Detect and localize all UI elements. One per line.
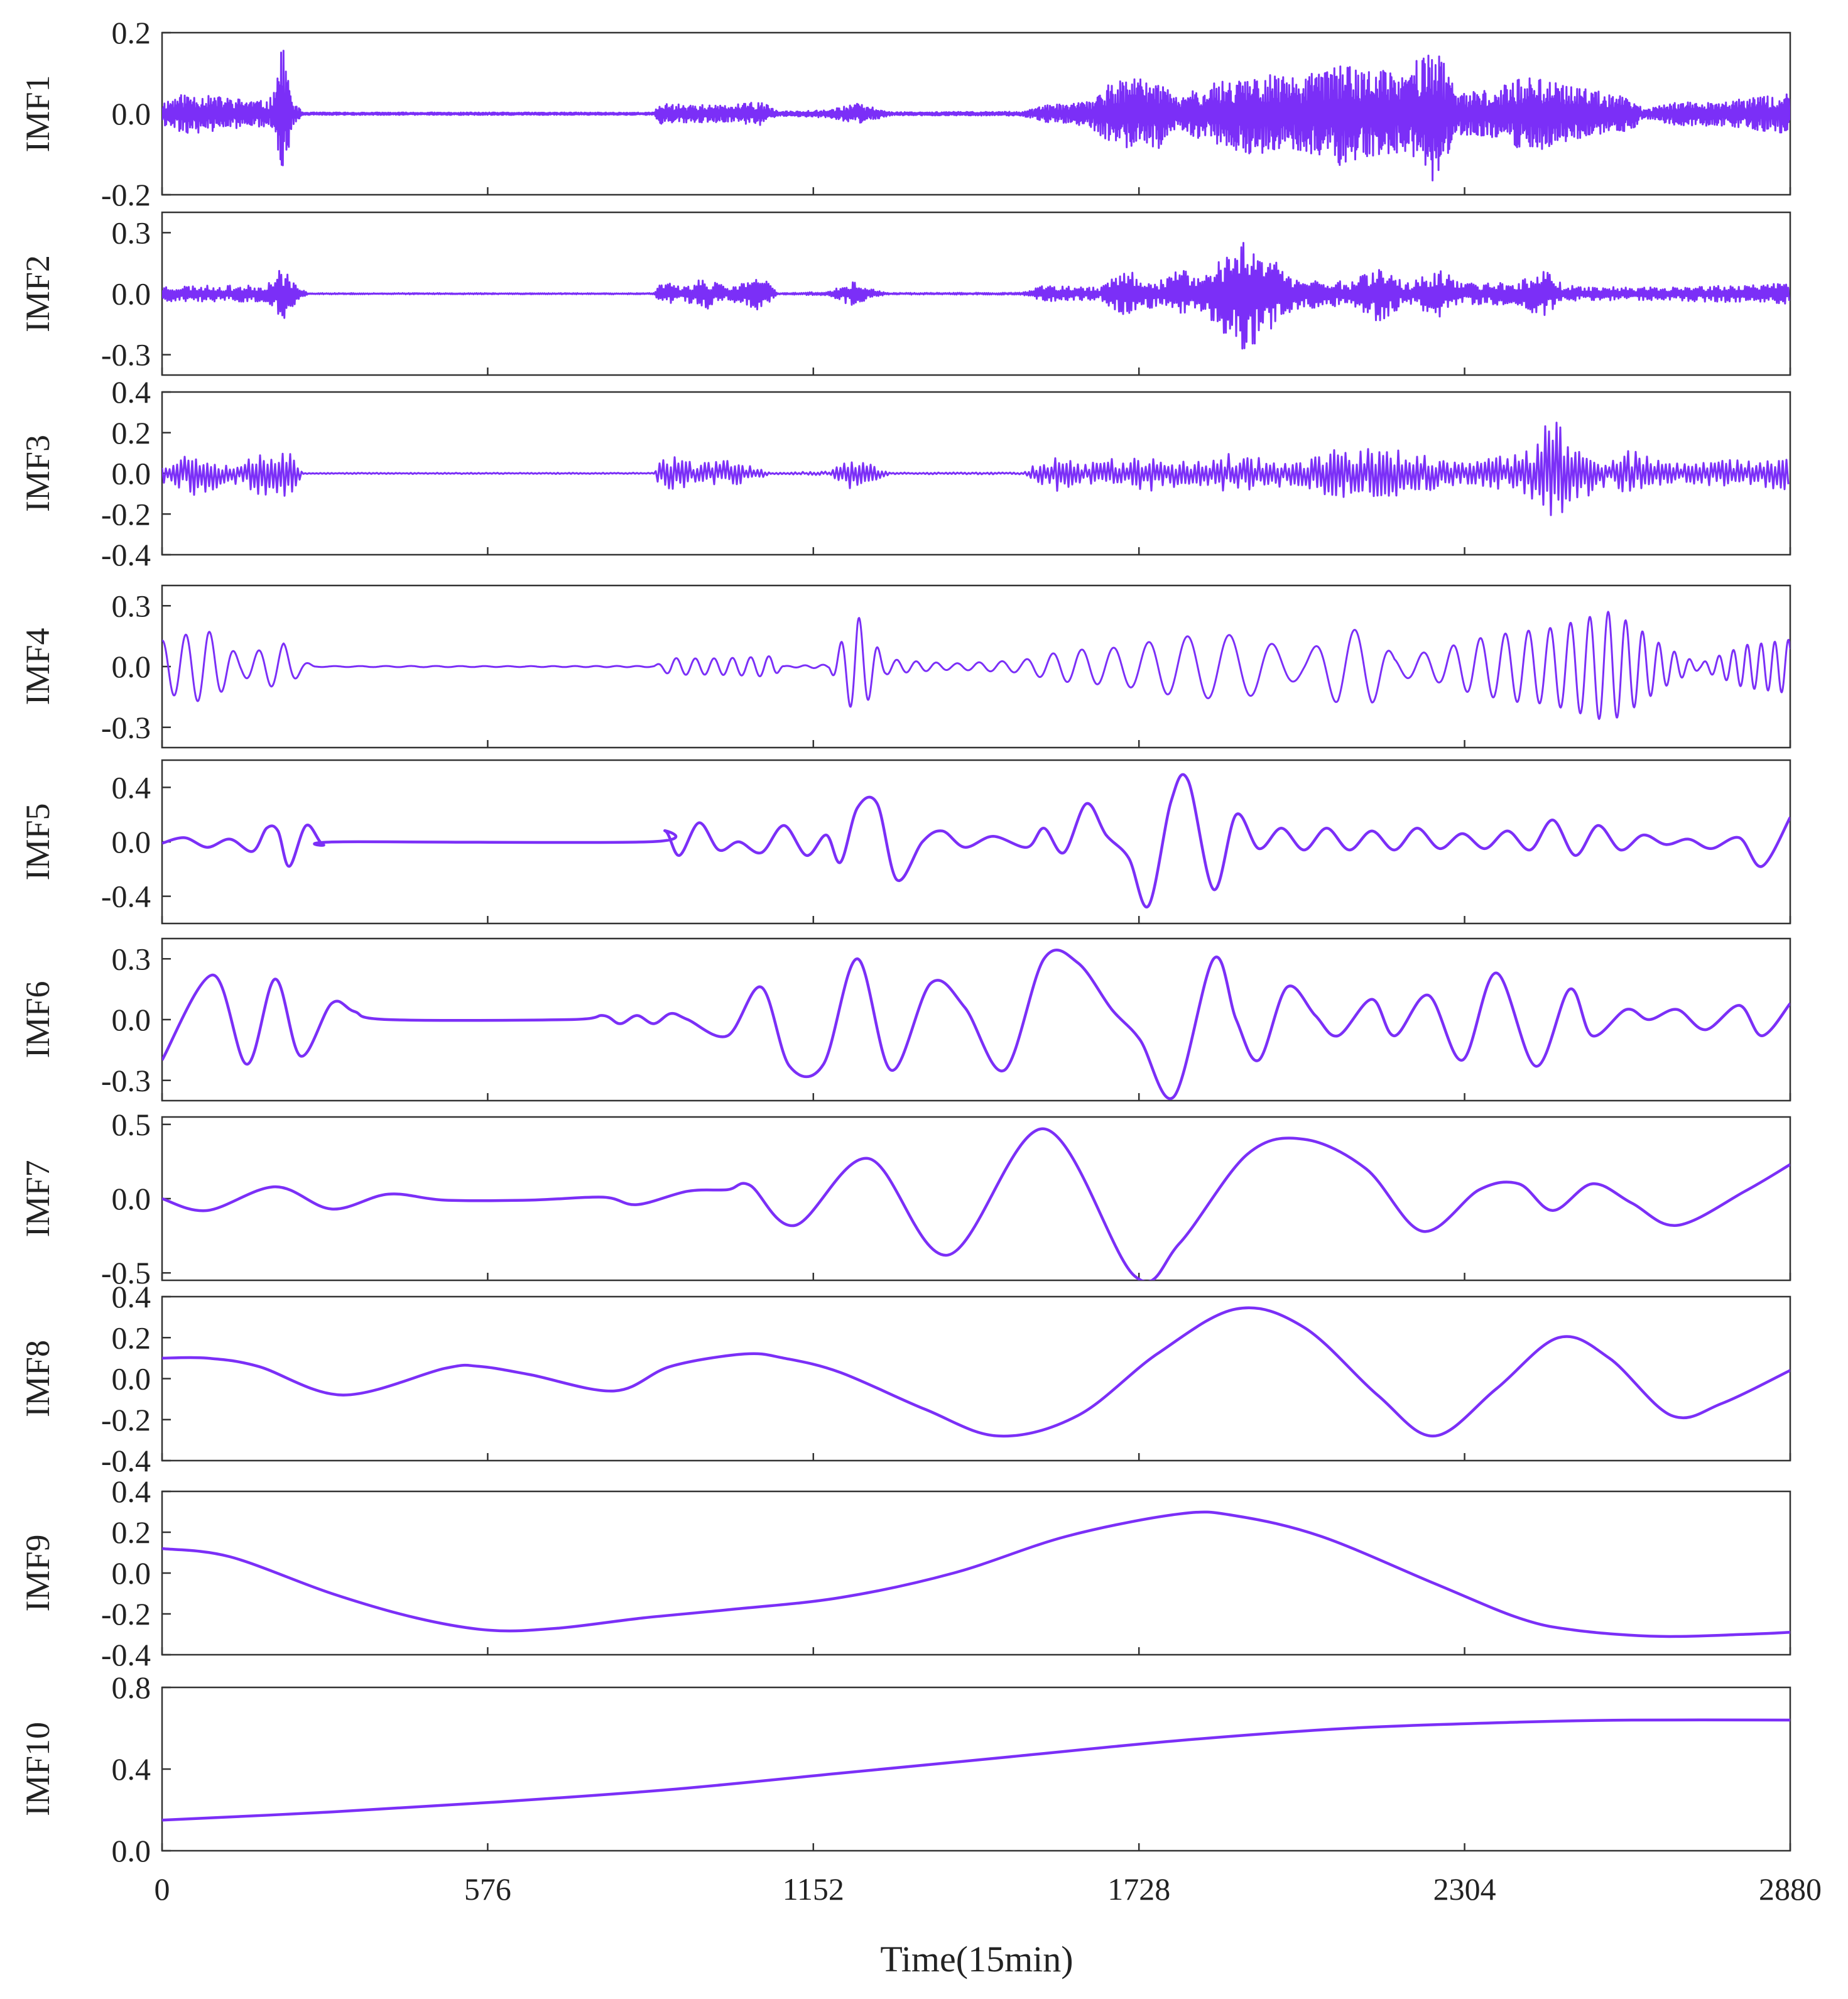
y-tick-label: 0.3 <box>112 215 151 250</box>
panel-ylabel: IMF1 <box>19 75 57 152</box>
x-tick-label: 2880 <box>1759 1871 1822 1907</box>
y-tick-label: -0.2 <box>101 1596 151 1631</box>
panel-imf2: 0.3 0.0 -0.3 IMF2 <box>19 211 1791 376</box>
y-tick-label: -0.4 <box>101 537 151 572</box>
series-line-imf6 <box>162 949 1790 1100</box>
y-tick-label: 0.0 <box>112 1002 151 1037</box>
panel-imf8: 0.4 0.2 0.0 -0.2 -0.4 IMF8 <box>19 1279 1791 1478</box>
x-tick-label: 0 <box>155 1871 170 1907</box>
panel-ylabel: IMF10 <box>19 1722 57 1816</box>
y-tick-label: 0.0 <box>112 1181 151 1216</box>
panel-ylabel: IMF6 <box>19 981 57 1058</box>
y-tick-label: 0.3 <box>112 941 151 976</box>
y-tick-label: 0.2 <box>112 15 151 50</box>
y-tick-label: 0.0 <box>112 824 151 859</box>
y-tick-label: -0.2 <box>101 177 151 212</box>
y-tick-label: 0.2 <box>112 1320 151 1355</box>
y-tick-label: -0.3 <box>101 1063 151 1098</box>
panel-imf7: 0.5 0.0 -0.5 IMF7 <box>19 1107 1791 1290</box>
x-axis: 0 576 1152 1728 2304 2880 <box>155 1871 1822 1907</box>
panel-imf1: 0.2 0.0 -0.2 IMF1 <box>19 15 1791 212</box>
panel-imf6: 0.3 0.0 -0.3 IMF6 <box>19 937 1791 1102</box>
panel-ylabel: IMF3 <box>19 435 57 512</box>
panel-imf4: 0.3 0.0 -0.3 IMF4 <box>19 584 1791 749</box>
x-axis-title: Time(15min) <box>880 1939 1073 1980</box>
y-tick-label: -0.2 <box>101 496 151 531</box>
y-tick-label: -0.4 <box>101 1443 151 1478</box>
series-line-imf8 <box>162 1306 1790 1438</box>
y-tick-label: 0.2 <box>112 415 151 450</box>
y-tick-label: 0.4 <box>112 1474 151 1509</box>
y-tick-label: -0.4 <box>101 879 151 914</box>
y-tick-label: 0.4 <box>112 1751 151 1787</box>
x-tick-label: 1152 <box>783 1871 844 1907</box>
series-line-imf9 <box>162 1510 1790 1638</box>
y-tick-label: 0.0 <box>112 276 151 312</box>
panel-ylabel: IMF9 <box>19 1534 57 1611</box>
y-tick-label: 0.4 <box>112 374 151 410</box>
y-tick-label: 0.3 <box>112 588 151 623</box>
y-tick-label: 0.8 <box>112 1670 151 1705</box>
y-tick-label: 0.0 <box>112 96 151 131</box>
panel-imf9: 0.4 0.2 0.0 -0.2 -0.4 IMF9 <box>19 1474 1791 1672</box>
y-tick-label: -0.3 <box>101 337 151 373</box>
y-tick-label: 0.0 <box>112 456 151 491</box>
x-tick-label: 1728 <box>1107 1871 1170 1907</box>
panel-ylabel: IMF7 <box>19 1160 57 1237</box>
series-line-imf10 <box>162 1718 1790 1822</box>
y-tick-label: 0.0 <box>112 1555 151 1591</box>
series-line-imf7 <box>162 1127 1790 1280</box>
panel-ylabel: IMF2 <box>19 255 57 332</box>
y-tick-label: 0.0 <box>112 1833 151 1868</box>
y-tick-label: -0.2 <box>101 1402 151 1437</box>
panel-imf3: 0.4 0.2 0.0 -0.2 -0.4 IMF3 <box>19 374 1791 572</box>
panels-group: 0.2 0.0 -0.2 IMF1 0.3 0.0 -0.3 IMF2 0.4 0.2 0.0 -0.… <box>19 15 1791 1868</box>
y-tick-label: -0.4 <box>101 1637 151 1672</box>
y-tick-label: 0.0 <box>112 649 151 684</box>
series-line-imf4 <box>162 611 1790 720</box>
panel-imf10: 0.8 0.4 0.0 IMF10 <box>19 1670 1791 1868</box>
x-tick-label: 2304 <box>1433 1871 1496 1907</box>
series-line-imf2 <box>162 242 1790 350</box>
y-tick-label: 0.4 <box>112 770 151 805</box>
series-line-imf5 <box>162 773 1790 909</box>
y-tick-label: 0.5 <box>112 1107 151 1142</box>
y-tick-label: -0.5 <box>101 1255 151 1290</box>
y-tick-label: 0.4 <box>112 1279 151 1314</box>
panel-ylabel: IMF4 <box>19 628 57 705</box>
y-tick-label: 0.2 <box>112 1515 151 1550</box>
panel-ylabel: IMF8 <box>19 1340 57 1417</box>
x-tick-label: 576 <box>464 1871 511 1907</box>
series-line-imf1 <box>162 50 1790 182</box>
series-line-imf3 <box>162 422 1790 516</box>
y-tick-label: 0.0 <box>112 1361 151 1397</box>
y-tick-label: -0.3 <box>101 710 151 745</box>
panel-ylabel: IMF5 <box>19 803 57 880</box>
panel-imf5: 0.4 0.0 -0.4 IMF5 <box>19 759 1791 925</box>
